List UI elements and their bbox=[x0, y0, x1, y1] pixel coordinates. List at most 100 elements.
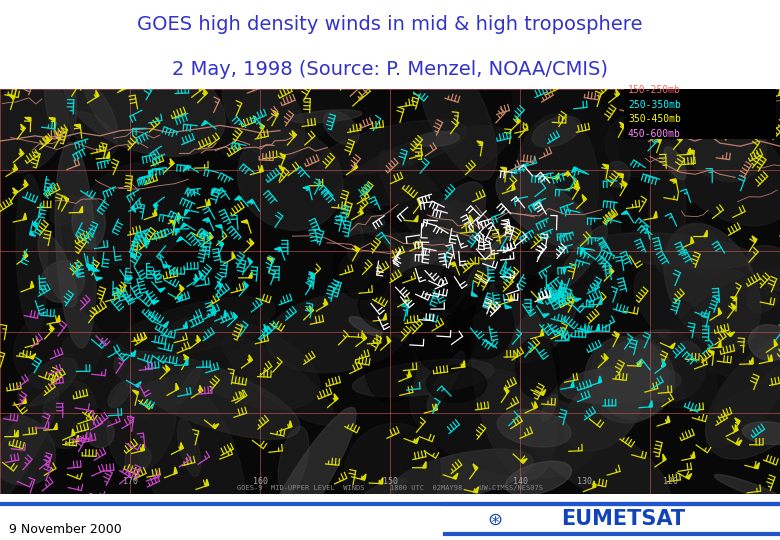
Ellipse shape bbox=[340, 233, 489, 318]
Ellipse shape bbox=[417, 46, 497, 180]
Polygon shape bbox=[598, 298, 602, 305]
Polygon shape bbox=[25, 117, 30, 122]
Ellipse shape bbox=[125, 445, 151, 471]
Polygon shape bbox=[165, 364, 170, 372]
Ellipse shape bbox=[178, 419, 200, 476]
Polygon shape bbox=[50, 325, 54, 332]
Polygon shape bbox=[542, 314, 549, 318]
Ellipse shape bbox=[427, 366, 487, 402]
Polygon shape bbox=[151, 301, 158, 304]
Polygon shape bbox=[135, 382, 141, 387]
Polygon shape bbox=[615, 89, 619, 96]
Polygon shape bbox=[76, 435, 79, 442]
Polygon shape bbox=[563, 172, 570, 176]
Ellipse shape bbox=[471, 281, 558, 480]
Polygon shape bbox=[130, 253, 136, 259]
Polygon shape bbox=[247, 199, 254, 203]
Polygon shape bbox=[663, 454, 666, 461]
Polygon shape bbox=[260, 165, 264, 172]
Ellipse shape bbox=[361, 226, 395, 261]
Polygon shape bbox=[224, 310, 227, 318]
Polygon shape bbox=[596, 324, 600, 331]
Text: EUMETSAT: EUMETSAT bbox=[562, 509, 686, 529]
Polygon shape bbox=[183, 354, 189, 361]
Ellipse shape bbox=[80, 163, 192, 266]
Polygon shape bbox=[169, 220, 176, 225]
Polygon shape bbox=[249, 272, 252, 278]
Polygon shape bbox=[572, 167, 577, 173]
Ellipse shape bbox=[353, 359, 495, 397]
Polygon shape bbox=[49, 118, 55, 122]
Ellipse shape bbox=[664, 224, 760, 350]
Polygon shape bbox=[9, 94, 15, 99]
Polygon shape bbox=[708, 350, 714, 355]
Text: GOES high density winds in mid & high troposphere: GOES high density winds in mid & high tr… bbox=[137, 16, 643, 35]
Ellipse shape bbox=[452, 291, 514, 359]
Polygon shape bbox=[582, 194, 587, 201]
Polygon shape bbox=[184, 165, 190, 171]
Ellipse shape bbox=[622, 329, 705, 402]
Polygon shape bbox=[88, 267, 94, 270]
Ellipse shape bbox=[333, 234, 392, 299]
Polygon shape bbox=[602, 164, 608, 169]
Polygon shape bbox=[20, 124, 25, 131]
Ellipse shape bbox=[592, 333, 669, 409]
Polygon shape bbox=[670, 179, 676, 183]
Polygon shape bbox=[241, 220, 248, 223]
Polygon shape bbox=[249, 355, 253, 362]
Polygon shape bbox=[474, 487, 479, 493]
Ellipse shape bbox=[16, 174, 48, 335]
Polygon shape bbox=[154, 209, 157, 217]
Polygon shape bbox=[170, 159, 174, 166]
Ellipse shape bbox=[0, 387, 58, 525]
Polygon shape bbox=[46, 136, 50, 143]
Ellipse shape bbox=[541, 395, 557, 421]
Polygon shape bbox=[63, 196, 69, 202]
Polygon shape bbox=[505, 305, 512, 308]
Polygon shape bbox=[96, 90, 99, 98]
Ellipse shape bbox=[62, 201, 137, 364]
Ellipse shape bbox=[362, 479, 406, 500]
Ellipse shape bbox=[510, 294, 576, 363]
Ellipse shape bbox=[434, 199, 552, 276]
Polygon shape bbox=[774, 340, 778, 347]
Ellipse shape bbox=[507, 394, 670, 510]
Polygon shape bbox=[354, 162, 357, 169]
Ellipse shape bbox=[497, 409, 571, 447]
Polygon shape bbox=[555, 173, 559, 179]
Polygon shape bbox=[768, 106, 771, 113]
Ellipse shape bbox=[516, 337, 560, 399]
Polygon shape bbox=[179, 285, 184, 291]
Polygon shape bbox=[692, 451, 695, 458]
Polygon shape bbox=[180, 443, 183, 450]
Polygon shape bbox=[235, 196, 242, 200]
Polygon shape bbox=[637, 360, 641, 366]
Polygon shape bbox=[541, 329, 544, 336]
Polygon shape bbox=[619, 122, 625, 128]
Ellipse shape bbox=[651, 267, 780, 408]
Polygon shape bbox=[158, 288, 165, 292]
Ellipse shape bbox=[743, 422, 780, 444]
Ellipse shape bbox=[676, 96, 767, 181]
Polygon shape bbox=[289, 421, 292, 428]
Polygon shape bbox=[736, 440, 742, 445]
Text: 350-450mb: 350-450mb bbox=[628, 114, 681, 124]
Ellipse shape bbox=[218, 57, 366, 161]
Polygon shape bbox=[534, 402, 537, 409]
Polygon shape bbox=[324, 299, 328, 306]
Polygon shape bbox=[731, 303, 736, 310]
Polygon shape bbox=[30, 354, 36, 359]
Polygon shape bbox=[720, 126, 726, 130]
Ellipse shape bbox=[514, 114, 598, 258]
Polygon shape bbox=[593, 481, 596, 488]
Ellipse shape bbox=[349, 316, 382, 336]
Polygon shape bbox=[176, 229, 179, 235]
Polygon shape bbox=[243, 281, 248, 288]
Polygon shape bbox=[200, 386, 203, 393]
Text: 130: 130 bbox=[577, 477, 593, 486]
Polygon shape bbox=[218, 241, 224, 247]
Ellipse shape bbox=[441, 253, 489, 318]
Ellipse shape bbox=[585, 336, 668, 423]
Polygon shape bbox=[688, 150, 694, 154]
Polygon shape bbox=[217, 281, 222, 288]
